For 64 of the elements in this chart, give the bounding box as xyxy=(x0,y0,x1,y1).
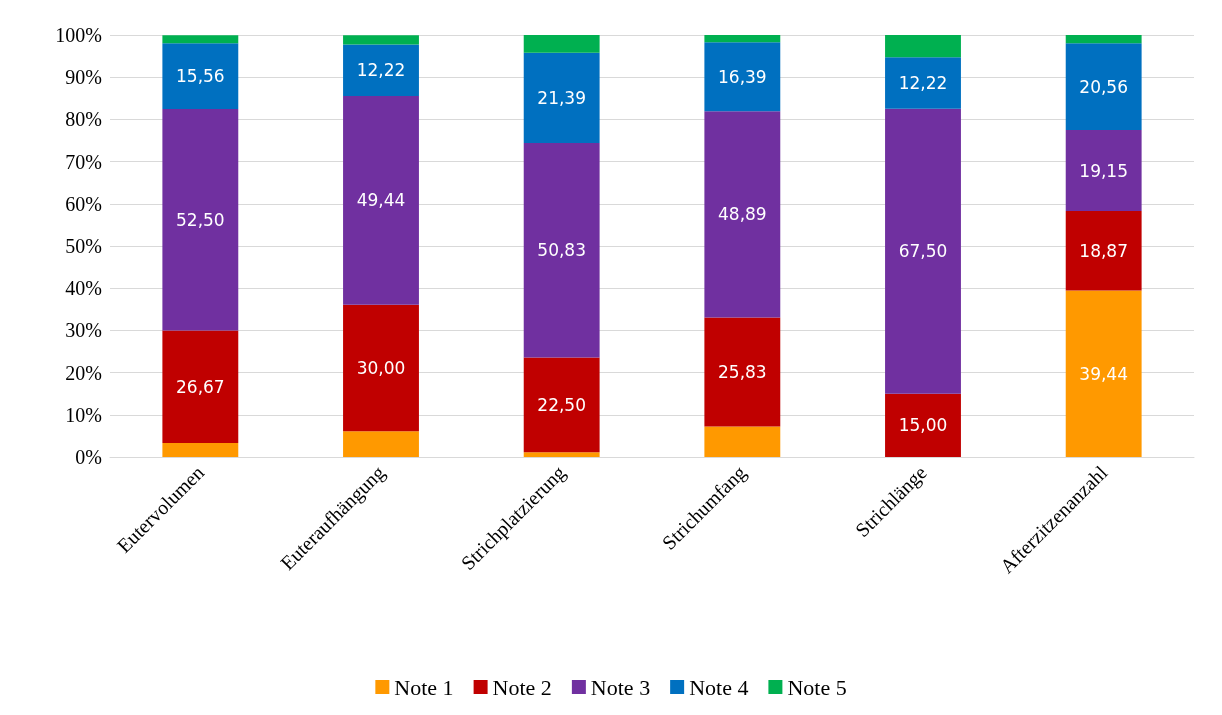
data-label: 20,56 xyxy=(1079,76,1128,97)
data-label: 30,00 xyxy=(356,357,406,378)
data-label: 48,89 xyxy=(718,204,767,225)
y-tick-label: 70% xyxy=(65,150,102,173)
bar xyxy=(343,35,419,45)
data-label: 16,39 xyxy=(718,66,767,87)
data-label: 22,50 xyxy=(537,394,586,415)
y-tick-label: 10% xyxy=(65,403,102,426)
bar xyxy=(885,393,961,457)
bar xyxy=(162,108,239,331)
bar xyxy=(343,431,419,457)
data-label: 21,39 xyxy=(537,87,586,108)
bar xyxy=(162,35,239,44)
data-label: 26,67 xyxy=(176,376,225,397)
legend-label: Note 2 xyxy=(492,674,552,700)
y-tick-label: 0% xyxy=(75,446,102,468)
y-tick-label: 40% xyxy=(65,277,102,300)
bar xyxy=(162,443,239,457)
bar xyxy=(523,52,600,143)
bar xyxy=(704,42,781,112)
bar xyxy=(162,43,239,109)
bar xyxy=(343,96,419,305)
y-tick-label: 100% xyxy=(55,24,102,46)
bar xyxy=(885,57,961,109)
bar xyxy=(1065,290,1142,457)
data-label: 67,50 xyxy=(898,241,948,262)
bar xyxy=(1065,210,1142,291)
bar xyxy=(1065,35,1142,44)
legend-label: Note 1 xyxy=(394,674,454,700)
bar xyxy=(523,142,600,358)
y-tick-label: 30% xyxy=(65,319,102,342)
bar xyxy=(523,452,600,457)
data-label: 49,44 xyxy=(356,190,406,211)
bar xyxy=(162,330,239,444)
bar xyxy=(885,108,961,394)
data-label: 15,56 xyxy=(176,66,225,87)
bar xyxy=(704,35,781,43)
bar xyxy=(343,44,419,97)
y-tick-label: 20% xyxy=(65,361,102,384)
bar xyxy=(343,304,419,432)
y-tick-label: 80% xyxy=(65,108,102,131)
y-tick-label: 50% xyxy=(65,235,102,257)
bar xyxy=(704,317,781,427)
data-label: 52,50 xyxy=(176,209,225,230)
bar xyxy=(704,426,781,457)
data-label: 12,22 xyxy=(898,73,948,94)
legend-label: Note 3 xyxy=(590,674,651,700)
legend-label: Note 5 xyxy=(787,674,847,700)
data-label: 39,44 xyxy=(1079,363,1128,384)
bar xyxy=(1065,130,1142,211)
legend-label: Note 4 xyxy=(689,674,749,700)
data-label: 12,22 xyxy=(356,60,406,81)
y-tick-label: 60% xyxy=(65,192,102,215)
data-label: 18,87 xyxy=(1079,240,1128,261)
bar xyxy=(885,35,961,58)
y-tick-label: 90% xyxy=(65,66,102,89)
data-label: 15,00 xyxy=(898,415,948,436)
bar xyxy=(523,35,600,53)
bar xyxy=(523,357,600,453)
data-label: 50,83 xyxy=(537,240,586,261)
bar xyxy=(1065,43,1142,131)
bar xyxy=(704,111,781,318)
data-label: 19,15 xyxy=(1079,160,1128,181)
data-label: 25,83 xyxy=(718,362,767,383)
